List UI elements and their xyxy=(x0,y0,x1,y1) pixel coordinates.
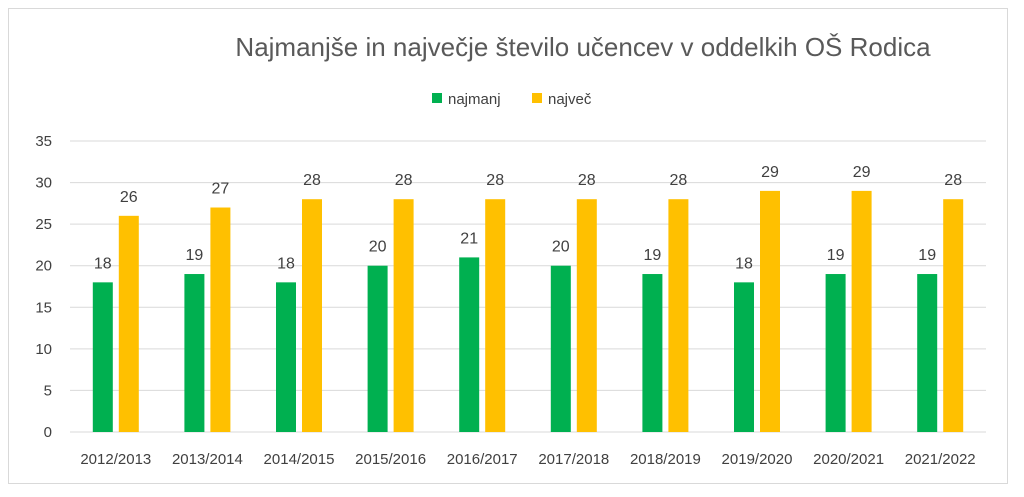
data-label: 26 xyxy=(120,189,138,206)
x-axis-ticks: 2012/2013 2013/2014 2014/2015 2015/2016 2016… xyxy=(80,451,975,468)
x-tick-label: 2020/2021 xyxy=(813,451,884,468)
y-tick-label: 10 xyxy=(35,341,52,358)
data-label: 20 xyxy=(369,239,387,256)
data-label: 19 xyxy=(827,247,845,264)
bar-najvec-2018/2019 xyxy=(668,199,689,432)
x-tick-label: 2014/2015 xyxy=(264,451,335,468)
legend-swatch-najmanj xyxy=(432,93,442,103)
bar-najvec-2012/2013 xyxy=(118,215,139,432)
bar-najmanj-2012/2013 xyxy=(92,282,113,432)
bar-najmanj-2020/2021 xyxy=(825,274,846,432)
bar-najmanj-2014/2015 xyxy=(276,282,296,432)
x-tick-label: 2017/2018 xyxy=(538,451,609,468)
bar-najmanj-2017/2018 xyxy=(550,265,571,432)
data-label: 19 xyxy=(918,247,936,264)
legend-label-najmanj: najmanj xyxy=(448,91,501,108)
data-label: 28 xyxy=(303,172,321,189)
x-tick-label: 2021/2022 xyxy=(905,451,976,468)
y-tick-label: 5 xyxy=(44,382,52,399)
data-label: 28 xyxy=(944,172,962,189)
bar-najvec-2016/2017 xyxy=(485,199,506,432)
data-label: 18 xyxy=(94,255,112,272)
y-tick-label: 20 xyxy=(35,258,52,275)
bar-najmanj-2021/2022 xyxy=(917,274,938,432)
bar-najvec-2015/2016 xyxy=(393,199,414,432)
y-tick-label: 0 xyxy=(44,424,52,441)
data-label: 28 xyxy=(578,172,596,189)
bar-najvec-2013/2014 xyxy=(210,207,231,432)
y-tick-label: 15 xyxy=(35,299,52,316)
data-label: 28 xyxy=(486,172,504,189)
bar-najvec-2017/2018 xyxy=(576,199,597,432)
y-tick-label: 30 xyxy=(35,175,52,192)
gridlines xyxy=(70,140,986,433)
data-label: 18 xyxy=(277,255,295,272)
bar-najmanj-2019/2020 xyxy=(734,282,754,432)
x-tick-label: 2012/2013 xyxy=(80,451,151,468)
bar-najvec-2020/2021 xyxy=(851,190,872,432)
data-label: 29 xyxy=(761,164,779,181)
legend-label-najvec: največ xyxy=(548,91,592,108)
x-tick-label: 2018/2019 xyxy=(630,451,701,468)
x-tick-label: 2015/2016 xyxy=(355,451,426,468)
data-label: 27 xyxy=(212,181,230,198)
data-label: 20 xyxy=(552,239,570,256)
y-axis-ticks: 0 5 10 15 20 25 30 35 xyxy=(35,133,52,441)
data-label: 19 xyxy=(644,247,662,264)
bar-najvec-2021/2022 xyxy=(943,199,964,432)
data-label: 28 xyxy=(395,172,413,189)
y-tick-label: 25 xyxy=(35,216,52,233)
legend: najmanj največ xyxy=(432,91,592,108)
bar-najmanj-2018/2019 xyxy=(642,274,663,432)
y-tick-label: 35 xyxy=(35,133,52,150)
data-labels: 18 26 19 27 18 28 20 28 21 28 20 28 19 28 18 29 19 29 19 28 xyxy=(94,164,962,272)
data-label: 21 xyxy=(460,230,478,247)
legend-swatch-najvec xyxy=(532,93,542,103)
x-tick-label: 2016/2017 xyxy=(447,451,518,468)
chart-title: Najmanjše in največje število učencev v … xyxy=(235,32,931,62)
data-label: 19 xyxy=(186,247,204,264)
bar-najmanj-2016/2017 xyxy=(459,257,480,432)
x-tick-label: 2019/2020 xyxy=(722,451,793,468)
data-label: 28 xyxy=(670,172,688,189)
bar-najvec-2014/2015 xyxy=(302,199,322,432)
bar-najmanj-2015/2016 xyxy=(367,265,388,432)
data-label: 18 xyxy=(735,255,753,272)
bar-najmanj-2013/2014 xyxy=(184,274,205,432)
x-tick-label: 2013/2014 xyxy=(172,451,243,468)
bar-najvec-2019/2020 xyxy=(760,190,780,432)
data-label: 29 xyxy=(853,164,871,181)
bars xyxy=(92,190,964,432)
